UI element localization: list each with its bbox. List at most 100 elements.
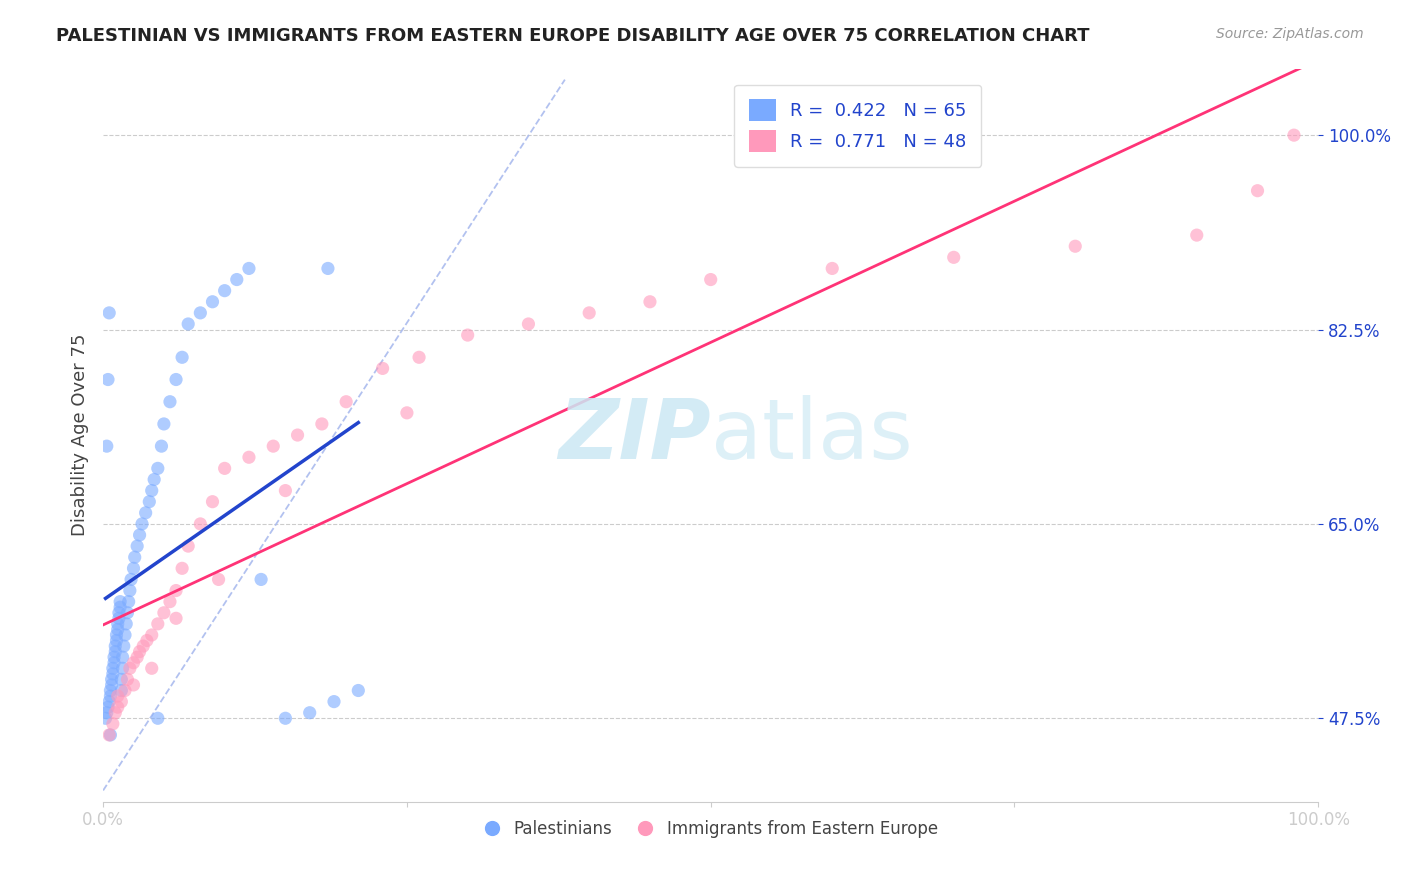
Text: atlas: atlas xyxy=(710,394,912,475)
Point xyxy=(98,695,121,709)
Point xyxy=(153,417,176,431)
Point xyxy=(108,594,131,608)
Point xyxy=(112,639,135,653)
Point xyxy=(117,594,139,608)
Point xyxy=(107,700,129,714)
Point xyxy=(238,450,260,465)
Point xyxy=(118,661,141,675)
Point xyxy=(457,328,479,343)
Point xyxy=(96,706,118,720)
Point xyxy=(159,394,181,409)
Point xyxy=(115,616,138,631)
Point xyxy=(100,683,122,698)
Point xyxy=(238,261,260,276)
Text: PALESTINIAN VS IMMIGRANTS FROM EASTERN EUROPE DISABILITY AGE OVER 75 CORRELATION: PALESTINIAN VS IMMIGRANTS FROM EASTERN E… xyxy=(56,27,1090,45)
Point xyxy=(100,728,122,742)
Point xyxy=(408,351,430,365)
Point xyxy=(100,673,122,687)
Point xyxy=(96,439,118,453)
Point xyxy=(165,583,187,598)
Point xyxy=(188,516,211,531)
Point xyxy=(122,678,145,692)
Point xyxy=(104,706,127,720)
Point xyxy=(214,461,236,475)
Point xyxy=(101,716,124,731)
Point xyxy=(250,573,273,587)
Point xyxy=(262,439,284,453)
Point xyxy=(165,372,187,386)
Point xyxy=(108,611,131,625)
Point xyxy=(100,689,122,703)
Point xyxy=(207,573,229,587)
Point xyxy=(117,673,139,687)
Point xyxy=(347,683,370,698)
Point xyxy=(104,639,127,653)
Point xyxy=(316,261,339,276)
Point xyxy=(98,306,121,320)
Point xyxy=(141,628,163,642)
Point xyxy=(98,728,121,742)
Point xyxy=(135,506,157,520)
Point xyxy=(335,394,357,409)
Point xyxy=(1246,184,1268,198)
Point xyxy=(110,673,132,687)
Point xyxy=(117,606,139,620)
Point xyxy=(124,550,146,565)
Point xyxy=(107,689,129,703)
Point xyxy=(104,645,127,659)
Point xyxy=(111,661,134,675)
Point xyxy=(101,666,124,681)
Text: ZIP: ZIP xyxy=(558,394,710,475)
Point xyxy=(97,700,120,714)
Point xyxy=(105,633,128,648)
Point xyxy=(97,372,120,386)
Point xyxy=(188,306,211,320)
Point xyxy=(127,539,149,553)
Point xyxy=(699,272,721,286)
Point xyxy=(311,417,333,431)
Point xyxy=(638,294,661,309)
Point xyxy=(118,583,141,598)
Point xyxy=(110,683,132,698)
Point xyxy=(371,361,394,376)
Point xyxy=(122,656,145,670)
Point xyxy=(287,428,309,442)
Point xyxy=(114,628,136,642)
Point xyxy=(1282,128,1305,143)
Point xyxy=(100,678,122,692)
Point xyxy=(141,661,163,675)
Point xyxy=(172,561,194,575)
Point xyxy=(138,494,160,508)
Point xyxy=(111,650,134,665)
Point xyxy=(821,261,844,276)
Point xyxy=(150,439,173,453)
Point xyxy=(107,623,129,637)
Point xyxy=(298,706,321,720)
Point xyxy=(108,606,131,620)
Point xyxy=(225,272,247,286)
Point xyxy=(122,561,145,575)
Point xyxy=(105,628,128,642)
Point xyxy=(101,661,124,675)
Point xyxy=(146,711,169,725)
Point xyxy=(120,573,142,587)
Legend: Palestinians, Immigrants from Eastern Europe: Palestinians, Immigrants from Eastern Eu… xyxy=(477,814,945,845)
Point xyxy=(214,284,236,298)
Point xyxy=(103,650,125,665)
Point xyxy=(128,528,150,542)
Point xyxy=(94,711,117,725)
Point xyxy=(146,616,169,631)
Point xyxy=(110,695,132,709)
Point xyxy=(131,516,153,531)
Point xyxy=(141,483,163,498)
Point xyxy=(1064,239,1087,253)
Point xyxy=(114,683,136,698)
Point xyxy=(128,645,150,659)
Point xyxy=(177,539,200,553)
Point xyxy=(517,317,540,331)
Point xyxy=(201,494,224,508)
Point xyxy=(165,611,187,625)
Point xyxy=(323,695,346,709)
Point xyxy=(274,711,297,725)
Point xyxy=(107,616,129,631)
